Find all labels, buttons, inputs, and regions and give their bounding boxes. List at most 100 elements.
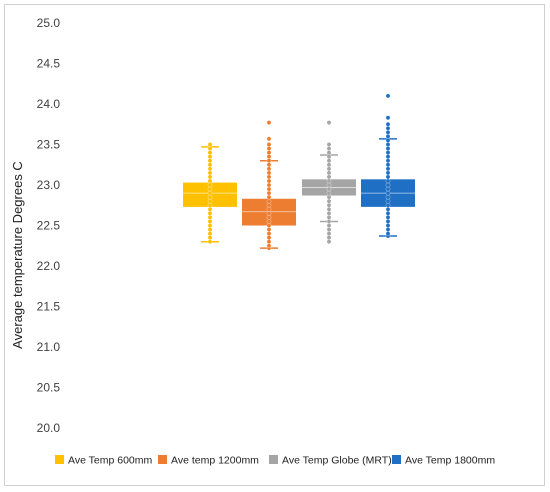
y-tick-label: 22.5	[37, 219, 61, 233]
data-point	[266, 223, 272, 228]
data-point	[207, 146, 213, 151]
data-point	[207, 231, 213, 236]
data-point	[207, 154, 213, 159]
legend-item: Ave Temp 600mm	[55, 455, 152, 467]
data-point	[385, 178, 391, 184]
data-point	[326, 120, 332, 125]
data-point	[266, 215, 272, 220]
data-point	[326, 207, 332, 212]
data-point	[326, 178, 332, 184]
data-point	[326, 162, 332, 167]
data-point	[385, 162, 391, 167]
data-point	[207, 174, 213, 180]
data-point	[326, 146, 332, 151]
data-point	[266, 243, 272, 248]
legend-label: Ave Temp 600mm	[68, 455, 152, 467]
data-point	[266, 207, 272, 212]
data-point	[266, 239, 272, 244]
box-series	[302, 120, 356, 244]
data-point	[266, 182, 272, 188]
data-point	[326, 166, 332, 172]
data-point	[326, 198, 332, 204]
data-point	[326, 239, 332, 244]
data-point	[207, 223, 213, 228]
legend-swatch	[158, 455, 167, 464]
data-point	[326, 211, 332, 216]
data-point	[326, 150, 332, 155]
legend: Ave Temp 600mm Ave temp 1200mm Ave Temp Gl…	[55, 455, 495, 467]
legend-label: Ave Temp Globe (MRT)	[282, 455, 392, 467]
legend-swatch	[392, 455, 401, 464]
data-point	[385, 122, 391, 127]
legend-swatch	[55, 455, 64, 464]
data-point	[207, 142, 213, 147]
data-point	[385, 186, 391, 192]
data-point	[266, 142, 272, 147]
data-point	[385, 215, 391, 220]
data-point	[326, 186, 332, 192]
data-point	[207, 211, 213, 216]
data-point	[266, 158, 272, 163]
data-point	[266, 198, 272, 204]
data-point	[385, 134, 391, 139]
data-point	[207, 170, 213, 176]
data-point	[266, 186, 272, 192]
data-point	[326, 170, 332, 176]
data-point	[207, 186, 213, 192]
y-tick-label: 25.0	[37, 16, 61, 30]
data-point	[385, 182, 391, 188]
data-point	[207, 182, 213, 188]
data-point	[326, 223, 332, 228]
data-point	[207, 150, 213, 155]
data-point	[266, 190, 272, 196]
box-series	[183, 142, 237, 244]
data-point	[385, 158, 391, 163]
data-point	[207, 219, 213, 224]
data-point	[266, 227, 272, 232]
box-series	[242, 120, 296, 251]
data-point	[385, 93, 391, 99]
data-point	[326, 182, 332, 188]
box-series	[361, 93, 415, 239]
data-point	[385, 154, 391, 159]
chart-frame	[4, 4, 545, 486]
data-point	[207, 166, 213, 172]
data-point	[207, 162, 213, 167]
data-point	[207, 227, 213, 232]
y-tick-label: 24.5	[37, 57, 61, 71]
data-point	[385, 146, 391, 151]
y-tick-label: 20.0	[37, 421, 61, 435]
data-point	[385, 207, 391, 212]
data-point	[207, 235, 213, 240]
data-point	[385, 170, 391, 176]
data-point	[266, 162, 272, 167]
data-point	[266, 120, 272, 125]
legend-label: Ave Temp 1800mm	[405, 455, 495, 467]
y-tick-label: 24.0	[37, 97, 61, 111]
y-tick-label: 23.0	[37, 178, 61, 192]
data-point	[385, 227, 391, 232]
plot-area	[183, 93, 415, 251]
y-axis-title: Average temperature Degrees C	[10, 161, 25, 349]
data-point	[207, 239, 213, 244]
data-point	[385, 166, 391, 172]
data-point	[207, 215, 213, 220]
data-point	[207, 158, 213, 163]
data-point	[326, 154, 332, 159]
data-point	[385, 211, 391, 216]
legend-swatch	[269, 455, 278, 464]
data-point	[207, 178, 213, 184]
y-tick-label: 21.5	[37, 300, 61, 314]
data-point	[326, 227, 332, 232]
data-point	[385, 138, 391, 143]
data-point	[385, 231, 391, 236]
y-tick-label: 21.0	[37, 340, 61, 354]
data-point	[385, 219, 391, 224]
data-point	[385, 223, 391, 228]
data-point	[207, 194, 213, 200]
data-point	[266, 174, 272, 180]
data-point	[326, 142, 332, 147]
data-point	[385, 150, 391, 155]
data-point	[266, 136, 272, 142]
